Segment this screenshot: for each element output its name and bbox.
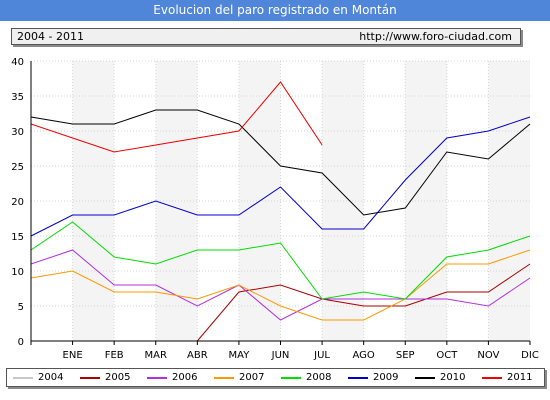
legend-swatch (80, 377, 100, 379)
x-tick-label: OCT (436, 350, 458, 361)
x-tick-label: JUN (271, 350, 290, 361)
y-tick-label: 30 (11, 127, 24, 138)
x-tick-label: DIC (521, 350, 539, 361)
series-line-2009 (30, 116, 531, 237)
y-tick-label: 5 (18, 302, 24, 313)
x-tick-label: MAR (145, 350, 167, 361)
x-tick-label: ENE (63, 350, 83, 361)
source-url: http://www.foro-ciudad.com (359, 30, 512, 43)
series-line-2005 (196, 263, 531, 342)
y-tick-label: 25 (11, 162, 24, 173)
legend-swatch (147, 377, 167, 379)
chart-title: Evolucion del paro registrado en Montán (0, 0, 550, 21)
legend-label: 2010 (440, 372, 466, 383)
x-tick-label: MAY (229, 350, 251, 361)
y-tick-label: 10 (11, 267, 24, 278)
y-tick-label: 40 (11, 57, 24, 68)
legend-swatch (214, 377, 234, 379)
y-tick-label: 35 (11, 92, 24, 103)
x-tick-label: JUL (313, 350, 330, 361)
legend-label: 2005 (105, 372, 131, 383)
legend-swatch (281, 377, 301, 379)
series-line-2006 (30, 249, 531, 321)
plot-band (197, 61, 239, 341)
x-tick-label: SEP (396, 350, 415, 361)
info-box: 2004 - 2011 http://www.foro-ciudad.com (11, 28, 521, 45)
plot-band (72, 61, 115, 341)
x-tick-labels: ENE FEB MAR ABR MAY JUN JUL AGO SEP OCT NOV DIC (63, 350, 539, 361)
plot-band (446, 61, 489, 341)
legend-label: 2007 (239, 372, 265, 383)
legend-label: 2009 (373, 372, 399, 383)
y-tick-label: 0 (18, 337, 24, 348)
legend-label: 2008 (306, 372, 332, 383)
legend-label: 2006 (172, 372, 198, 383)
legend-label: 2004 (38, 372, 64, 383)
x-tick-label: NOV (477, 350, 499, 361)
x-tick-label: AGO (353, 350, 375, 361)
x-tick-label: FEB (105, 350, 124, 361)
legend-swatch (415, 377, 435, 379)
y-tick-label: 20 (11, 197, 24, 208)
period-label: 2004 - 2011 (17, 30, 84, 43)
legend-label: 2011 (507, 372, 533, 383)
plot-band (114, 61, 156, 341)
axes (30, 61, 531, 345)
series-line-2007 (30, 249, 531, 321)
series-line-2008 (30, 221, 531, 300)
x-tick-label: ABR (187, 350, 208, 361)
legend: 2004 2005 2006 2007 2008 2009 2010 2011 (6, 368, 545, 387)
legend-swatch (348, 377, 368, 379)
plot-band (155, 61, 198, 341)
series-line-2010 (30, 109, 531, 216)
y-tick-labels: 0 5 10 15 20 25 30 35 40 (11, 57, 24, 348)
y-tick-label: 15 (11, 232, 24, 243)
legend-swatch (482, 377, 502, 379)
series-lines (30, 81, 531, 342)
series-line-2011 (30, 81, 323, 153)
plot-area (31, 61, 530, 341)
legend-swatch (13, 377, 33, 379)
plot-band (322, 61, 364, 341)
